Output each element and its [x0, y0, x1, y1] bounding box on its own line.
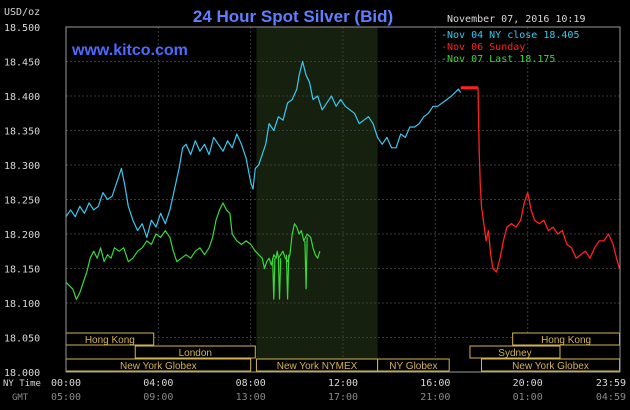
x-tick-label-gmt: 13:00	[236, 392, 266, 403]
y-tick-label: 18.450	[4, 58, 40, 69]
x-tick-label-gmt: 04:59	[596, 392, 626, 403]
session-bar: NY Globex	[377, 358, 450, 372]
session-label: New York Globex	[120, 361, 197, 372]
x-tick-label-ny: 00:00	[51, 378, 81, 389]
session-bar: New York NYMEX	[255, 358, 379, 372]
y-tick-label: 18.200	[4, 230, 40, 241]
y-tick-label: 18.100	[4, 299, 40, 310]
x-tick-label-gmt: 01:00	[513, 392, 543, 403]
y-tick-label: 18.250	[4, 196, 40, 207]
session-bars: Hong Kong Hong Kong London Sydney New York G…	[65, 332, 621, 372]
legend-entry: -Nov 04 NY close 18.405	[441, 30, 579, 41]
series-line-1	[65, 60, 462, 238]
y-tick-label: 18.050	[4, 334, 40, 345]
timestamp: November 07, 2016 10:19	[447, 14, 585, 25]
x-tick-label-gmt: 05:00	[51, 392, 81, 403]
series-line-2	[460, 87, 621, 273]
legend: -Nov 04 NY close 18.405-Nov 06 Sunday-No…	[441, 30, 579, 65]
session-label: New York NYMEX	[277, 361, 358, 372]
x-tick-label-ny: 23:59	[596, 378, 626, 389]
x-tick-label-ny: 16:00	[420, 378, 450, 389]
legend-entry: -Nov 06 Sunday	[441, 42, 525, 53]
series-spike	[277, 258, 282, 300]
session-bar: Sydney	[469, 345, 561, 359]
x-tick-label-gmt: 21:00	[420, 392, 450, 403]
gmt-row-label: GMT	[12, 393, 29, 403]
y-axis: 18.000 18.050 18.100 18.150 18.200 18.250 18.3…	[4, 23, 40, 379]
plot-frame	[65, 26, 621, 373]
ny-time-row-label: NY Time	[3, 379, 41, 389]
y-tick-label: 18.500	[4, 23, 40, 34]
series-layer	[65, 60, 621, 301]
x-tick-label-ny: 20:00	[513, 378, 543, 389]
session-label: London	[179, 348, 212, 359]
y-axis-label: USD/oz	[4, 7, 40, 18]
x-tick-label-gmt: 17:00	[328, 392, 358, 403]
session-label: Sydney	[498, 348, 531, 359]
y-tick-label: 18.150	[4, 265, 40, 276]
session-label: NY Globex	[389, 361, 437, 372]
session-bar: Hong Kong	[65, 332, 155, 346]
x-tick-label-ny: 08:00	[236, 378, 266, 389]
y-tick-label: 18.400	[4, 92, 40, 103]
series-spike	[272, 258, 276, 300]
watermark: www.kitco.com	[71, 42, 188, 59]
nymex-session-highlight	[256, 27, 378, 372]
x-tick-label-ny: 04:00	[143, 378, 173, 389]
session-label: Hong Kong	[85, 335, 135, 346]
session-bar: London	[134, 345, 256, 359]
chart-title: 24 Hour Spot Silver (Bid)	[193, 7, 393, 26]
y-tick-label: 18.300	[4, 161, 40, 172]
x-tick-label-gmt: 09:00	[143, 392, 173, 403]
session-bar: New York Globex	[481, 358, 621, 372]
session-label: Hong Kong	[541, 335, 591, 346]
series-spike	[304, 237, 308, 290]
series-spike	[285, 254, 290, 300]
session-bar: Hong Kong	[512, 332, 621, 346]
y-tick-label: 18.000	[4, 368, 40, 379]
session-bar: New York Globex	[65, 358, 252, 372]
session-label: New York Globex	[512, 361, 589, 372]
x-tick-label-ny: 12:00	[328, 378, 358, 389]
legend-entry: -Nov 07 Last 18.175	[441, 54, 555, 65]
x-axis: 00:00 05:00 04:00 09:00 08:00 13:00 12:00 17:00…	[3, 378, 626, 403]
y-tick-label: 18.350	[4, 127, 40, 138]
